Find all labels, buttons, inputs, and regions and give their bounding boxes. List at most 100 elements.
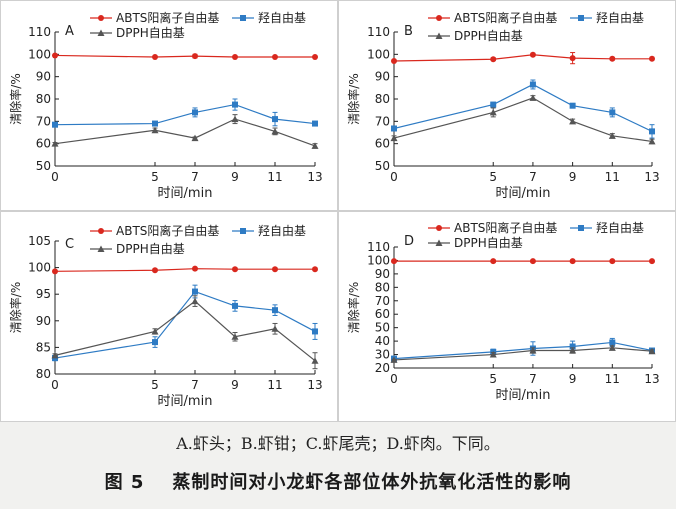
y-tick-label: 70 [36, 114, 51, 128]
legend-marker-oh [578, 225, 584, 231]
series-line-oh [393, 341, 653, 360]
panel-frame-a [0, 0, 338, 211]
y-tick-label: 110 [367, 25, 390, 39]
legend-label-dpph: DPPH自由基 [454, 29, 523, 43]
y-tick-label: 60 [36, 137, 51, 151]
y-tick-label: 90 [375, 70, 390, 84]
legend-label-dpph: DPPH自由基 [454, 236, 523, 250]
series-line-abts [54, 54, 315, 58]
y-tick-label: 100 [367, 47, 390, 61]
x-tick-label: 13 [307, 170, 322, 184]
point-abts [609, 258, 616, 265]
point-dpph [151, 327, 159, 335]
legend-label-abts: ABTS阳离子自由基 [454, 220, 557, 235]
y-tick-label: 60 [375, 137, 390, 151]
point-abts [272, 54, 278, 61]
legend-label-dpph: DPPH自由基 [116, 242, 185, 256]
point-abts [192, 265, 198, 272]
point-dpph [311, 142, 319, 149]
point-abts [232, 266, 238, 273]
series-line-oh [54, 290, 316, 359]
figure-title-text: 蒸制时间对小龙虾各部位体外抗氧化活性的影响 [172, 472, 572, 493]
point-abts [609, 55, 616, 62]
x-tick-label: 9 [231, 170, 239, 184]
x-tick-label: 5 [489, 372, 497, 386]
point-dpph [529, 347, 537, 354]
series-line-oh [393, 83, 653, 132]
x-tick-label: 5 [151, 378, 159, 392]
point-abts [649, 258, 655, 265]
panel-frame-c [0, 211, 338, 422]
y-tick-label: 85 [36, 340, 51, 354]
x-tick-label: 0 [390, 372, 398, 386]
point-dpph [191, 297, 199, 305]
legend-marker-dpph [97, 29, 105, 36]
legend-marker-oh [240, 228, 246, 234]
point-oh [232, 101, 238, 108]
y-tick-label: 110 [367, 240, 390, 254]
point-abts [391, 58, 397, 65]
y-axis-label-c: 清除率/% [8, 282, 23, 333]
chart-c: 80 85 90 95 100 105 0 5 7 9 11 13 时间/min 清除率/% C ABTS阳离… [8, 223, 323, 409]
series-line-dpph [54, 300, 316, 362]
x-axis-label-d: 时间/min [496, 388, 551, 403]
series-line-dpph [54, 118, 316, 147]
point-abts [529, 51, 536, 58]
x-tick-label: 11 [605, 372, 620, 386]
point-abts [52, 52, 58, 59]
x-tick-label: 7 [191, 170, 199, 184]
y-tick-label: 105 [28, 234, 51, 248]
legend-label-abts: ABTS阳离子自由基 [116, 10, 219, 25]
x-tick-label: 5 [489, 170, 497, 184]
x-tick-label: 11 [267, 378, 282, 392]
y-tick-label: 80 [36, 92, 51, 106]
point-oh [312, 328, 318, 335]
caption-block: A.虾头；B.虾钳；C.虾尾壳；D.虾肉。下同。 图 5 蒸制时间对小龙虾各部位体… [0, 422, 676, 509]
point-oh [490, 101, 497, 108]
point-abts [152, 54, 158, 61]
point-abts [192, 53, 198, 60]
point-oh [272, 307, 278, 314]
point-dpph [191, 134, 199, 142]
point-dpph [271, 325, 279, 332]
y-axis-label-a: 清除率/% [8, 73, 23, 124]
y-tick-label: 70 [375, 294, 390, 308]
y-tick-label: 20 [375, 361, 390, 375]
y-tick-label: 100 [28, 47, 51, 61]
point-abts [232, 54, 238, 61]
x-tick-label: 11 [267, 170, 282, 184]
point-oh [192, 288, 198, 295]
x-tick-label: 7 [191, 378, 199, 392]
figure-title: 图 5 蒸制时间对小龙虾各部位体外抗氧化活性的影响 [0, 468, 676, 494]
point-oh [152, 339, 158, 346]
y-tick-label: 50 [36, 159, 51, 173]
y-tick-label: 90 [375, 267, 390, 281]
x-axis-label-c: 时间/min [158, 394, 213, 409]
legend-marker-oh [578, 15, 584, 21]
x-tick-label: 13 [644, 372, 659, 386]
panel-label-b: B [404, 24, 413, 39]
y-tick-label: 110 [28, 25, 51, 39]
legend-marker-dpph [435, 32, 443, 39]
x-tick-label: 7 [529, 170, 537, 184]
y-tick-label: 80 [375, 92, 390, 106]
point-oh [272, 116, 278, 123]
point-oh [529, 81, 536, 88]
point-dpph [390, 134, 398, 142]
point-dpph [529, 94, 537, 101]
point-oh [192, 109, 198, 116]
point-oh [609, 109, 616, 116]
y-tick-label: 90 [36, 70, 51, 84]
series-line-abts [393, 54, 652, 62]
x-tick-label: 13 [644, 170, 659, 184]
legend-label-abts: ABTS阳离子自由基 [116, 223, 219, 238]
x-tick-label: 9 [569, 170, 577, 184]
point-dpph [231, 333, 239, 340]
point-abts [52, 268, 58, 275]
y-tick-label: 30 [375, 348, 390, 362]
figure-number: 图 5 [104, 472, 145, 493]
point-dpph [569, 117, 577, 125]
x-tick-label: 5 [151, 170, 159, 184]
